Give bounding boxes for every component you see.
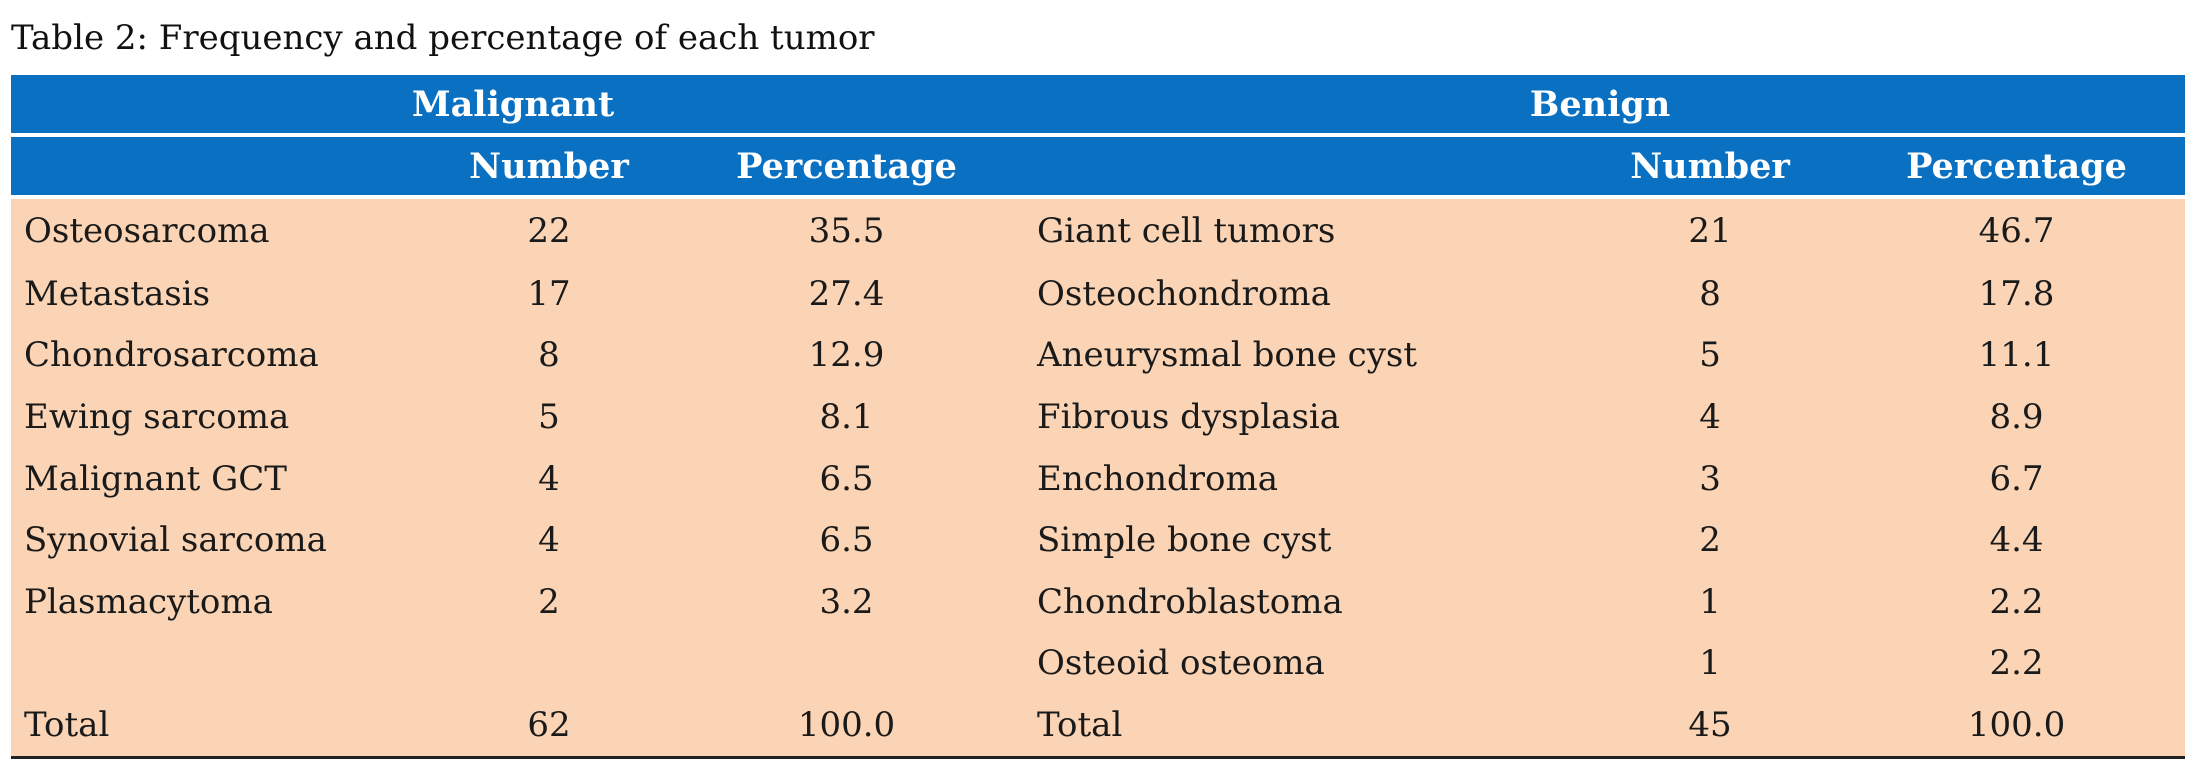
- malignant-total-percentage: 100.0: [678, 694, 1016, 760]
- table-row: Chondrosarcoma 8 12.9 Aneurysmal bone cyst 5…: [11, 324, 2186, 387]
- malignant-percentage-header: Percentage: [678, 133, 1016, 197]
- benign-percentage: 2.2: [1848, 570, 2186, 633]
- table-row: Malignant GCT 4 6.5 Enchondroma 3 6.7: [11, 447, 2186, 510]
- benign-number: 8: [1572, 263, 1849, 325]
- malignant-tumor-name: Malignant GCT: [11, 447, 420, 510]
- malignant-tumor-name: Ewing sarcoma: [11, 386, 420, 448]
- benign-group-header: Benign: [1015, 75, 2186, 135]
- benign-tumor-name: Enchondroma: [1015, 447, 1573, 510]
- malignant-tumor-name: Metastasis: [11, 263, 420, 325]
- benign-percentage: 4.4: [1848, 509, 2186, 571]
- malignant-percentage: 27.4: [678, 263, 1016, 325]
- malignant-type-header: [11, 133, 420, 197]
- benign-total-percentage: 100.0: [1848, 694, 2186, 760]
- benign-percentage: 2.2: [1848, 632, 2186, 695]
- benign-tumor-name: Simple bone cyst: [1015, 509, 1573, 571]
- malignant-tumor-name: Chondrosarcoma: [11, 324, 420, 387]
- benign-number: 1: [1572, 570, 1849, 633]
- benign-tumor-name: Chondroblastoma: [1015, 570, 1573, 633]
- malignant-percentage: [678, 632, 1016, 695]
- malignant-number-header: Number: [420, 133, 678, 197]
- benign-tumor-name: Osteoid osteoma: [1015, 632, 1573, 695]
- benign-percentage: 46.7: [1848, 195, 2186, 263]
- malignant-percentage: 6.5: [678, 447, 1016, 510]
- benign-number: 4: [1572, 386, 1849, 448]
- malignant-percentage: 12.9: [678, 324, 1016, 387]
- table-row: Plasmacytoma 2 3.2 Chondroblastoma 1 2.2: [11, 570, 2186, 633]
- benign-number-header: Number: [1572, 133, 1849, 197]
- benign-percentage: 17.8: [1848, 263, 2186, 325]
- benign-tumor-name: Giant cell tumors: [1015, 195, 1573, 263]
- table-row: Ewing sarcoma 5 8.1 Fibrous dysplasia 4 8.9: [11, 386, 2186, 448]
- benign-tumor-name: Osteochondroma: [1015, 263, 1573, 325]
- table-caption: Table 2: Frequency and percentage of eac…: [11, 18, 875, 58]
- malignant-percentage: 3.2: [678, 570, 1016, 633]
- benign-percentage: 8.9: [1848, 386, 2186, 448]
- malignant-tumor-name: Synovial sarcoma: [11, 509, 420, 571]
- benign-percentage-header: Percentage: [1848, 133, 2186, 197]
- malignant-number: 17: [420, 263, 678, 325]
- benign-number: 2: [1572, 509, 1849, 571]
- malignant-percentage: 6.5: [678, 509, 1016, 571]
- table-row: Metastasis 17 27.4 Osteochondroma 8 17.8: [11, 263, 2186, 325]
- benign-number: 5: [1572, 324, 1849, 387]
- benign-number: 3: [1572, 447, 1849, 510]
- malignant-total-number: 62: [420, 694, 678, 760]
- benign-percentage: 11.1: [1848, 324, 2186, 387]
- malignant-tumor-name: Plasmacytoma: [11, 570, 420, 633]
- malignant-number: 4: [420, 509, 678, 571]
- column-header-row: Number Percentage Number Percentage: [11, 133, 2186, 197]
- benign-tumor-name: Fibrous dysplasia: [1015, 386, 1573, 448]
- benign-total-number: 45: [1572, 694, 1849, 760]
- table-row: Osteosarcoma 22 35.5 Giant cell tumors 21 46.…: [11, 195, 2186, 263]
- malignant-number: 4: [420, 447, 678, 510]
- malignant-total-label: Total: [11, 694, 420, 760]
- total-row: Total 62 100.0 Total 45 100.0: [11, 694, 2186, 760]
- malignant-number: 22: [420, 195, 678, 263]
- benign-number: 1: [1572, 632, 1849, 695]
- benign-total-label: Total: [1015, 694, 1573, 760]
- malignant-number: 2: [420, 570, 678, 633]
- benign-type-header: [1015, 133, 1573, 197]
- group-header-row: Malignant Benign: [11, 75, 2186, 135]
- malignant-number: [420, 632, 678, 695]
- malignant-number: 8: [420, 324, 678, 387]
- benign-tumor-name: Aneurysmal bone cyst: [1015, 324, 1573, 387]
- table-row: Synovial sarcoma 4 6.5 Simple bone cyst 2 4.4: [11, 509, 2186, 571]
- benign-number: 21: [1572, 195, 1849, 263]
- table-body: Osteosarcoma 22 35.5 Giant cell tumors 21 46.…: [11, 195, 2186, 760]
- malignant-tumor-name: [11, 632, 420, 695]
- malignant-group-header: Malignant: [11, 75, 1016, 135]
- table-row: Osteoid osteoma 1 2.2: [11, 632, 2186, 695]
- table-header: Malignant Benign Number Percentage Numbe…: [11, 75, 2186, 197]
- tumor-frequency-table: Malignant Benign Number Percentage Numbe…: [11, 75, 2186, 760]
- benign-percentage: 6.7: [1848, 447, 2186, 510]
- malignant-tumor-name: Osteosarcoma: [11, 195, 420, 263]
- malignant-percentage: 8.1: [678, 386, 1016, 448]
- malignant-number: 5: [420, 386, 678, 448]
- malignant-percentage: 35.5: [678, 195, 1016, 263]
